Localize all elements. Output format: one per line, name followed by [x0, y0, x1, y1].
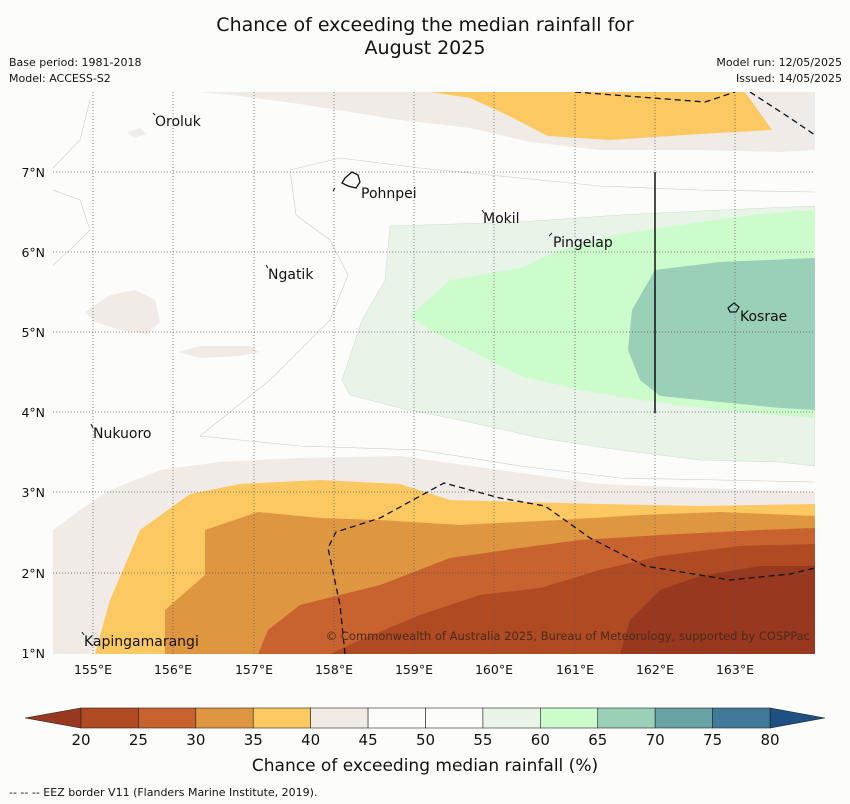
colorbar-segment [425, 707, 484, 729]
colorbar-segment [482, 707, 541, 729]
contour-line [289, 157, 815, 193]
colorbar-segment [252, 707, 311, 729]
lon-tick: 157°E [235, 662, 273, 677]
dry-patch [85, 290, 160, 334]
eez-footnote: -- -- -- EEZ border V11 (Flanders Marine… [9, 786, 318, 799]
model-name: Model: ACCESS-S2 [9, 72, 111, 85]
eez-border-northeast [749, 92, 815, 136]
lat-tick: 1°N [21, 646, 45, 661]
label-mokil: Mokil [483, 211, 520, 227]
colorbar: 20 25 30 35 40 45 50 55 60 65 70 75 80 [24, 707, 826, 749]
lat-tick: 3°N [21, 485, 45, 500]
lon-tick: 161°E [556, 662, 594, 677]
lat-tick: 2°N [21, 566, 45, 581]
model-run: Model run: 12/05/2025 [716, 56, 842, 69]
colorbar-segment [540, 707, 599, 729]
eez-border-south [327, 482, 815, 654]
colorbar-tick-label: 75 [703, 731, 722, 749]
colorbar-over-arrow [769, 707, 826, 729]
issued-date: Issued: 14/05/2025 [735, 72, 842, 85]
colorbar-tick-label: 40 [301, 731, 320, 749]
place-labels: Oroluk Pohnpei Mokil Pingelap Ngatik Kos… [84, 114, 787, 650]
kosrae-island [727, 302, 740, 313]
colorbar-tick-label: 25 [129, 731, 148, 749]
colorbar-segment [712, 707, 771, 729]
colorbar-tick-label: 20 [71, 731, 90, 749]
lat-tick: 7°N [21, 165, 45, 180]
south-band-below-20 [620, 566, 815, 654]
lon-tick-labels: 155°E 156°E 157°E 158°E 159°E 160°E 161°… [74, 662, 754, 677]
colorbar-tick-label: 50 [416, 731, 435, 749]
label-kosrae: Kosrae [740, 309, 787, 325]
colorbar-tick-label: 30 [186, 731, 205, 749]
meta-right: Model run: 12/05/2025 Issued: 14/05/2025 [716, 55, 842, 87]
gridlines [53, 92, 815, 654]
lon-tick: 160°E [475, 662, 513, 677]
island-patch-oroluk [128, 128, 146, 138]
colorbar-tick-label: 55 [473, 731, 492, 749]
colorbar-tick-label: 60 [531, 731, 550, 749]
lon-tick: 162°E [636, 662, 674, 677]
eez-border-north [574, 92, 736, 103]
label-kapingamarangi: Kapingamarangi [84, 634, 199, 650]
colorbar-tick-label: 35 [244, 731, 263, 749]
title-line-1: Chance of exceeding the median rainfall … [216, 14, 634, 36]
lat-tick-labels: 7°N 6°N 5°N 4°N 3°N 2°N 1°N [21, 165, 45, 661]
lat-tick: 6°N [21, 245, 45, 260]
pohnpei-island [341, 171, 361, 189]
contour-line [53, 99, 91, 169]
lon-tick: 158°E [315, 662, 353, 677]
colorbar-under-arrow [24, 707, 82, 729]
label-ngatik: Ngatik [268, 267, 314, 283]
lon-tick: 159°E [395, 662, 433, 677]
map-area: Oroluk Pohnpei Mokil Pingelap Ngatik Kos… [53, 92, 815, 654]
label-pingelap: Pingelap [553, 235, 613, 251]
island-tick [81, 112, 553, 636]
colorbar-segment [195, 707, 254, 729]
colorbar-segment [597, 707, 656, 729]
north-band-35-40 [430, 92, 772, 140]
colorbar-tick-label: 65 [588, 731, 607, 749]
copyright-credit: © Commonwealth of Australia 2025, Bureau… [326, 629, 810, 643]
colorbar-segment [80, 707, 139, 729]
map-title: Chance of exceeding the median rainfall … [0, 14, 850, 60]
lon-tick: 163°E [716, 662, 754, 677]
colorbar-tick-label: 70 [646, 731, 665, 749]
pohnpei-islet [332, 187, 336, 192]
colorbar-segment [654, 707, 713, 729]
label-nukuoro: Nukuoro [93, 426, 151, 442]
colorbar-segment [310, 707, 369, 729]
colorbar-tick-label: 45 [359, 731, 378, 749]
label-pohnpei: Pohnpei [361, 186, 417, 202]
lat-tick: 5°N [21, 325, 45, 340]
label-oroluk: Oroluk [155, 114, 202, 130]
base-period: Base period: 1981-2018 [9, 56, 142, 69]
colorbar-label: Chance of exceeding median rainfall (%) [251, 756, 599, 776]
lat-tick: 4°N [21, 405, 45, 420]
colorbar-segment [367, 707, 426, 729]
meta-left: Base period: 1981-2018 Model: ACCESS-S2 [9, 55, 141, 87]
colorbar-tick-label: 80 [760, 731, 779, 749]
title-line-2: August 2025 [364, 37, 486, 59]
contour-line [199, 169, 815, 483]
lon-tick: 155°E [74, 662, 112, 677]
wet-band-65-70 [628, 258, 815, 410]
dry-patch [178, 346, 260, 358]
lon-tick: 156°E [154, 662, 192, 677]
colorbar-segment [138, 707, 197, 729]
contour-line [53, 189, 91, 266]
